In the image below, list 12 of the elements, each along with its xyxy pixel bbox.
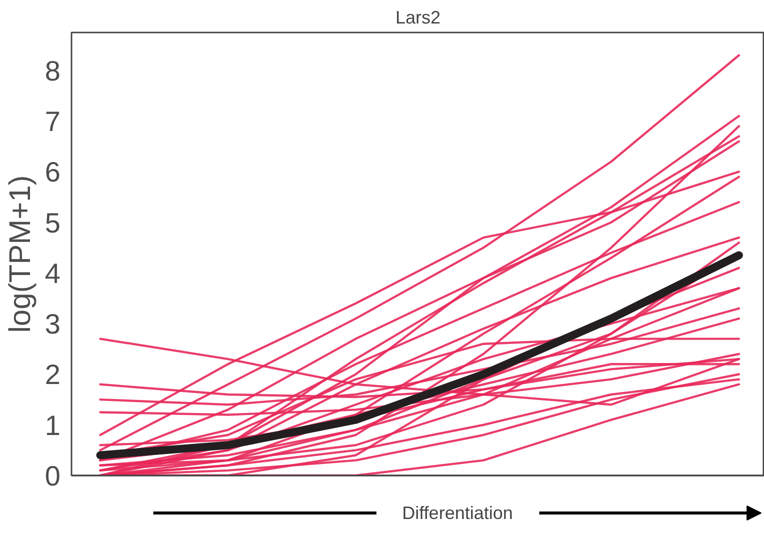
y-tick-label: 4 [44, 258, 61, 289]
y-tick-label: 7 [44, 106, 61, 138]
y-tick-label: 5 [44, 207, 61, 238]
chart-title: Lars2 [395, 8, 441, 28]
y-tick-label: 0 [44, 460, 61, 492]
y-tick-label: 2 [44, 359, 61, 390]
y-tick-label: 1 [44, 410, 61, 441]
x-axis-title: Differentiation [402, 503, 513, 523]
y-tick-label: 6 [44, 156, 61, 188]
y-tick-label: 3 [44, 308, 61, 340]
y-axis-title: log(TPM+1) [4, 175, 37, 333]
y-tick-label: 8 [44, 55, 61, 86]
